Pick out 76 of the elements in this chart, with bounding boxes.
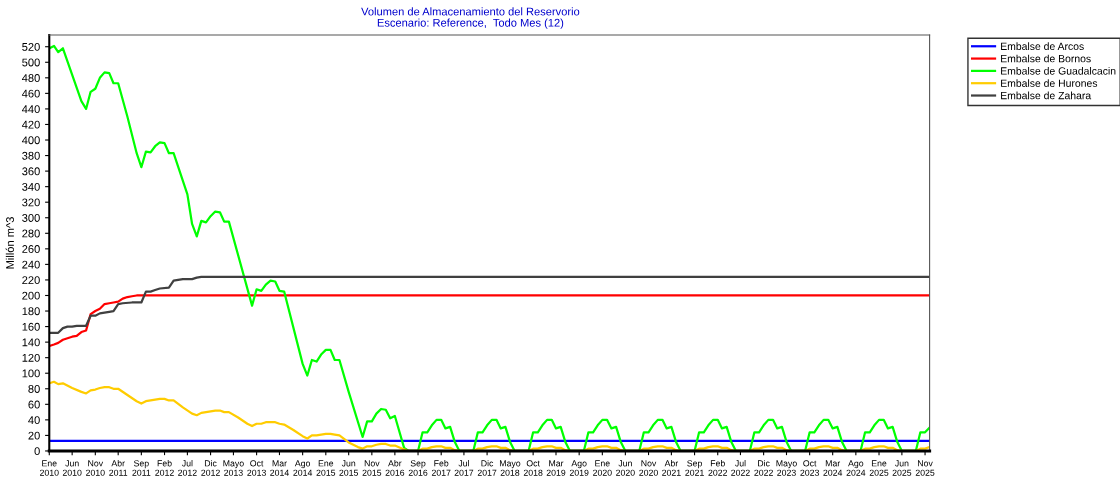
y-tick-label: 280	[22, 229, 40, 238]
y-tick-label: 120	[22, 353, 40, 362]
x-tick-label: Ago 2019	[569, 460, 589, 476]
y-tick-label: 240	[22, 260, 40, 269]
x-tick-label: Abr 2011	[109, 459, 128, 476]
y-tick-label: 480	[21, 74, 40, 82]
y-tick-label: 500	[22, 58, 40, 67]
x-tick-label: Oct 2013	[247, 460, 266, 476]
y-tick-label: 440	[21, 105, 40, 114]
y-tick-label: 40	[28, 416, 40, 424]
x-tick-label: Jun 2010	[62, 460, 82, 476]
chart-subtitle: Escenario: Reference, Todo Mes (12)	[377, 18, 564, 29]
x-tick-label: Jun 2020	[616, 460, 635, 476]
x-tick-label: Mayo 2023	[776, 460, 797, 476]
x-tick-label: Dic 2022	[754, 459, 773, 476]
x-tick-label: Sep 2016	[408, 460, 428, 476]
y-tick-label: 320	[22, 198, 40, 207]
y-tick-label: 180	[22, 307, 40, 316]
x-tick-label: Dic 2017	[477, 459, 497, 476]
x-tick-label: Feb 2022	[708, 459, 728, 476]
x-tick-label: Feb 2012	[155, 459, 174, 476]
x-tick-label: Oct 2023	[800, 460, 820, 476]
line-series	[49, 275, 930, 334]
x-tick-label: Feb 2017	[431, 459, 451, 476]
y-tick-label: 20	[28, 431, 40, 440]
x-tick-label: Dic 2012	[201, 459, 220, 476]
y-tick-label: 80	[28, 385, 40, 393]
y-tick-label: 200	[22, 291, 40, 300]
y-tick-label: 0	[34, 447, 40, 456]
x-tick-label: Ene 2015	[316, 460, 336, 476]
y-tick-label: 260	[22, 245, 40, 253]
legend-label: Embalse de Zahara	[1001, 91, 1092, 100]
y-tick-label: 340	[22, 182, 40, 191]
x-tick-label: Ene 2010	[39, 460, 59, 476]
x-tick-label: Nov 2025	[915, 460, 935, 476]
x-tick-label: Jul 2012	[178, 459, 197, 476]
y-tick-label: 160	[22, 322, 40, 331]
x-tick-label: Ago 2024	[846, 460, 866, 476]
x-tick-label: Jul 2022	[731, 459, 750, 476]
x-tick-label: Mayo 2018	[499, 460, 521, 476]
y-tick-label: 140	[22, 338, 40, 347]
x-tick-label: Mar 2024	[823, 460, 843, 476]
y-tick-label: 380	[22, 151, 40, 160]
legend-label: Embalse de Arcos	[1001, 42, 1084, 51]
line-series	[49, 294, 930, 348]
x-tick-label: Ene 2020	[593, 460, 612, 476]
y-tick-label: 460	[21, 89, 40, 98]
y-tick-label: 520	[22, 42, 40, 51]
y-tick-label: 420	[21, 120, 40, 129]
x-tick-label: Sep 2021	[685, 460, 704, 476]
x-tick-label: Nov 2010	[86, 460, 105, 476]
x-tick-label: Mar 2014	[270, 460, 289, 476]
x-tick-label: Jun 2025	[892, 460, 912, 476]
legend-label: Embalse de Guadalcacin	[1001, 66, 1116, 75]
x-tick-label: Mar 2019	[546, 460, 566, 476]
x-tick-label: Ene 2025	[869, 460, 889, 476]
x-tick-label: Ago 2014	[293, 460, 313, 476]
chart-title: Volumen de Almacenamiento del Reservorio	[361, 7, 580, 16]
y-tick-label: 400	[21, 136, 40, 145]
y-tick-label: 360	[22, 167, 40, 176]
y-tick-label: 220	[22, 276, 40, 285]
x-tick-label: Abr 2016	[385, 459, 405, 476]
y-tick-label: 300	[22, 214, 40, 222]
y-axis-title: Millón m^3	[5, 217, 14, 269]
x-tick-label: Mayo 2013	[223, 460, 244, 476]
y-tick-label: 100	[22, 369, 40, 378]
legend-label: Embalse de Bornos	[1001, 54, 1091, 63]
y-tick-label: 60	[28, 400, 40, 409]
x-tick-label: Oct 2018	[523, 460, 543, 476]
x-tick-label: Abr 2021	[662, 459, 681, 476]
x-tick-label: Nov 2020	[639, 460, 658, 476]
x-tick-label: Jun 2015	[339, 460, 359, 476]
legend-label: Embalse de Hurones	[1001, 79, 1098, 87]
x-tick-label: Jul 2017	[454, 459, 474, 476]
x-tick-label: Sep 2011	[132, 460, 151, 476]
x-tick-label: Nov 2015	[362, 460, 382, 476]
